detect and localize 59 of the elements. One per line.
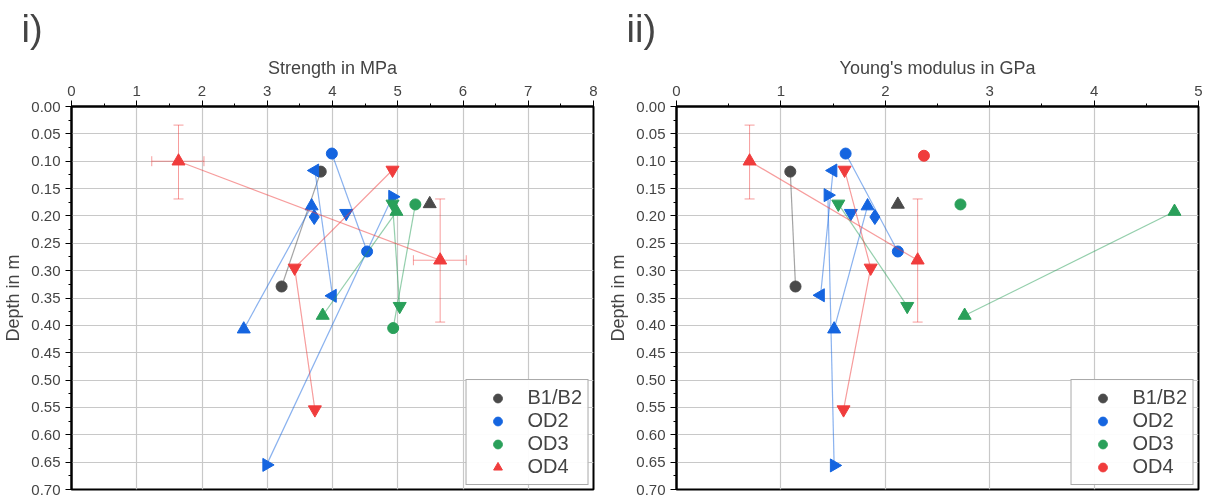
x-tick-label: 8: [589, 81, 598, 99]
x-tick-label: 7: [524, 81, 533, 99]
y-tick-label: 0.00: [636, 97, 666, 115]
y-tick-label: 0.25: [636, 234, 666, 252]
x-tick-label: 3: [263, 81, 272, 99]
x-tick-label: 2: [881, 81, 890, 99]
legend-label: OD3: [1132, 432, 1174, 455]
y-axis-title: Depth in m: [608, 254, 629, 342]
legend-label: B1/B2: [527, 386, 582, 409]
x-tick-label: 6: [458, 81, 468, 99]
y-tick-label: 0.70: [636, 480, 666, 497]
y-tick-label: 0.25: [31, 234, 61, 252]
y-tick-label: 0.30: [636, 261, 666, 279]
x-tick-label: 1: [132, 81, 141, 99]
legend-label: OD2: [1132, 409, 1174, 432]
legend-label: OD2: [527, 409, 569, 432]
x-tick-label: 4: [328, 81, 337, 99]
chart-title: i): [21, 7, 43, 50]
y-tick-label: 0.05: [31, 124, 61, 142]
chart-title: ii): [626, 7, 657, 50]
x-tick-label: 2: [197, 81, 207, 99]
y-tick-label: 0.70: [31, 480, 61, 497]
y-tick-label: 0.50: [31, 371, 61, 389]
y-tick-label: 0.45: [636, 343, 666, 361]
y-axis-title: Depth in m: [3, 254, 24, 342]
y-tick-label: 0.30: [31, 261, 61, 279]
y-tick-label: 0.55: [31, 398, 61, 416]
x-axis-title: Strength in MPa: [267, 57, 399, 78]
legend-label: OD4: [1132, 455, 1174, 478]
x-tick-label: 0: [67, 81, 76, 99]
x-tick-label: 5: [393, 81, 402, 99]
y-tick-label: 0.00: [31, 97, 61, 115]
y-tick-label: 0.10: [636, 152, 666, 170]
y-tick-label: 0.15: [31, 179, 61, 197]
x-tick-label: 4: [1089, 81, 1099, 99]
y-tick-label: 0.60: [31, 425, 61, 443]
legend-label: B1/B2: [1132, 386, 1187, 409]
legend-label: OD3: [527, 432, 569, 455]
y-tick-label: 0.60: [636, 425, 666, 443]
x-axis-title: Young's modulus in GPa: [839, 57, 1037, 78]
x-tick-label: 5: [1194, 81, 1203, 99]
x-tick-label: 3: [985, 81, 994, 99]
y-tick-label: 0.50: [636, 371, 666, 389]
y-tick-label: 0.65: [31, 453, 61, 471]
y-tick-label: 0.40: [636, 316, 666, 334]
y-tick-label: 0.40: [31, 316, 61, 334]
y-tick-label: 0.20: [31, 206, 61, 224]
x-tick-label: 1: [776, 81, 786, 99]
y-tick-label: 0.15: [636, 179, 666, 197]
legend-label: OD4: [527, 455, 569, 478]
y-tick-label: 0.35: [636, 289, 666, 306]
x-tick-label: 0: [672, 81, 681, 99]
y-tick-label: 0.20: [636, 206, 666, 224]
y-tick-label: 0.55: [636, 398, 666, 416]
y-tick-label: 0.10: [31, 152, 61, 170]
y-tick-label: 0.35: [31, 289, 61, 306]
y-tick-label: 0.45: [31, 343, 61, 361]
y-tick-label: 0.65: [636, 453, 666, 471]
y-tick-label: 0.05: [636, 124, 666, 142]
